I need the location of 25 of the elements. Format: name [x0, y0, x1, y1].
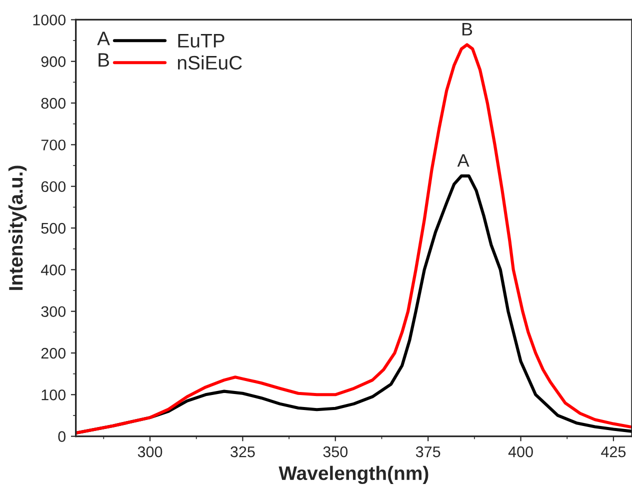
x-tick-label: 325: [230, 446, 255, 458]
x-axis-title: Wavelength(nm): [278, 466, 428, 484]
y-tick-label: 700: [41, 140, 66, 150]
x-tick-label: 400: [508, 446, 533, 458]
y-tick-label: 200: [41, 348, 66, 359]
legend-label: nSiEuC: [178, 55, 242, 70]
y-tick-label: 500: [41, 222, 66, 234]
y-tick-label: 0: [58, 431, 66, 442]
y-tick-label: 800: [41, 98, 66, 109]
x-tick-label: 300: [138, 446, 162, 458]
y-tick-label: 600: [41, 181, 66, 192]
annotation: A: [457, 154, 470, 167]
y-tick-label: 300: [41, 306, 66, 318]
x-tick-label: 425: [601, 446, 626, 458]
annotation: B: [462, 22, 472, 36]
legend-label: EuTP: [178, 34, 224, 48]
x-tick-label: 350: [323, 446, 348, 458]
y-tick-label: 400: [40, 264, 66, 276]
y-tick-label: 1000: [33, 14, 66, 26]
annotation: A: [97, 32, 110, 46]
y-axis-title: Intensity(a.u.): [8, 166, 27, 290]
y-tick-label: 900: [41, 56, 66, 68]
x-tick-label: 375: [416, 446, 440, 458]
y-tick-label: 100: [42, 390, 66, 400]
annotation: B: [98, 53, 109, 67]
